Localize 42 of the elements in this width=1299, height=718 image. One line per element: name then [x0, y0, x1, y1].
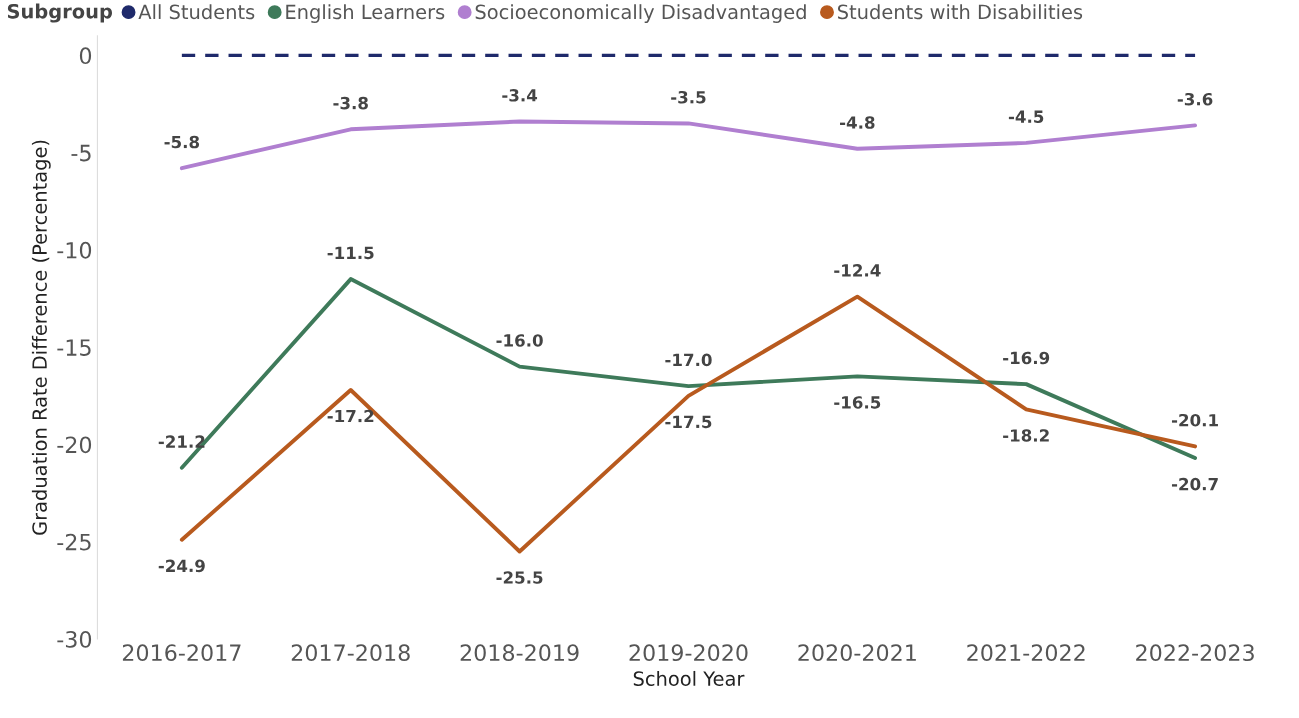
data-label: -20.7 — [1171, 477, 1218, 491]
data-label: -16.9 — [1003, 351, 1050, 365]
x-tick-label: 2020-2021 — [798, 644, 916, 662]
x-tick-label: 2019-2020 — [629, 644, 748, 662]
data-label: -17.0 — [665, 353, 712, 367]
legend-title: Subgroup — [7, 3, 113, 23]
y-tick-label: -20 — [57, 436, 92, 454]
legend-label: English Learners — [286, 4, 445, 24]
x-tick-label: 2016-2017 — [122, 644, 241, 662]
data-label: -24.9 — [158, 559, 205, 573]
data-label: -5.8 — [164, 135, 200, 149]
x-tick-label: 2018-2019 — [460, 644, 579, 662]
data-label: -18.2 — [1003, 429, 1049, 442]
data-label: -4.8 — [840, 116, 875, 129]
data-label: -21.2 — [158, 435, 205, 448]
data-label: -16.5 — [834, 396, 881, 409]
y-tick-label: 0 — [79, 47, 92, 65]
y-tick-label: -15 — [57, 339, 91, 356]
data-label: -11.5 — [327, 246, 374, 260]
data-label: -4.5 — [1008, 110, 1044, 124]
x-tick-label: 2021-2022 — [967, 644, 1085, 662]
y-tick-label: -10 — [57, 241, 92, 259]
y-axis-title: Graduation Rate Difference (Percentage) — [31, 140, 51, 535]
data-label: -17.2 — [327, 409, 374, 423]
y-tick-label: -25 — [57, 533, 91, 551]
data-label: -25.5 — [496, 571, 543, 584]
y-tick-label: -5 — [71, 144, 91, 162]
data-label: -3.4 — [502, 89, 538, 102]
legend-label: Students with Disabilities — [837, 4, 1083, 20]
data-label: -20.1 — [1171, 413, 1218, 427]
x-axis-title: School Year — [633, 670, 745, 686]
data-label: -12.4 — [834, 264, 881, 277]
data-label: -3.5 — [671, 90, 706, 104]
data-label: -16.0 — [496, 334, 543, 347]
data-label: -3.6 — [1177, 92, 1213, 106]
y-tick-label: -30 — [57, 630, 92, 648]
data-label: -3.8 — [333, 96, 368, 110]
data-label: -17.5 — [665, 415, 712, 429]
legend-label: All Students — [138, 4, 255, 20]
x-tick-label: 2017-2018 — [291, 644, 410, 662]
legend-label: Socioeconomically Disadvantaged — [475, 4, 806, 24]
x-tick-label: 2022-2023 — [1136, 644, 1254, 662]
